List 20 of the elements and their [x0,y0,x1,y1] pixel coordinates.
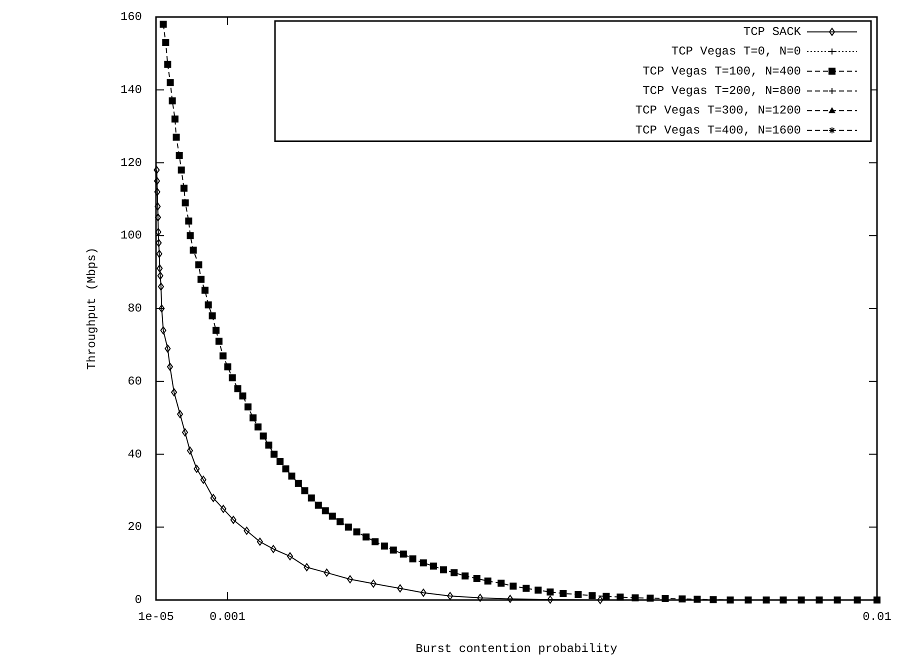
y-tick-label: 120 [120,156,142,170]
y-axis-title: Throughput (Mbps) [85,247,99,370]
x-tick-label: 1e-05 [138,610,174,624]
y-tick-label: 80 [128,302,142,316]
legend-label: TCP Vegas T=200, N=800 [642,84,801,98]
y-tick-label: 0 [134,593,142,607]
y-tick-label: 160 [120,10,142,24]
y-tick-label: 40 [128,447,142,462]
y-tick-label: 100 [120,228,142,243]
y-tick-label: 140 [120,82,142,97]
y-tick-label: 20 [128,520,142,534]
y-tick-label: 60 [128,374,142,388]
legend-label: TCP Vegas T=300, N=1200 [635,104,801,118]
legend-label: TCP Vegas T=100, N=400 [642,64,801,78]
legend-label: TCP Vegas T=0, N=0 [671,44,801,59]
x-tick-label: 0.01 [862,610,892,624]
x-axis-title: Burst contention probability [416,642,618,656]
legend-label: TCP Vegas T=400, N=1600 [635,123,801,138]
x-tick-label: 0.001 [209,610,246,624]
legend-label: TCP SACK [743,24,802,39]
